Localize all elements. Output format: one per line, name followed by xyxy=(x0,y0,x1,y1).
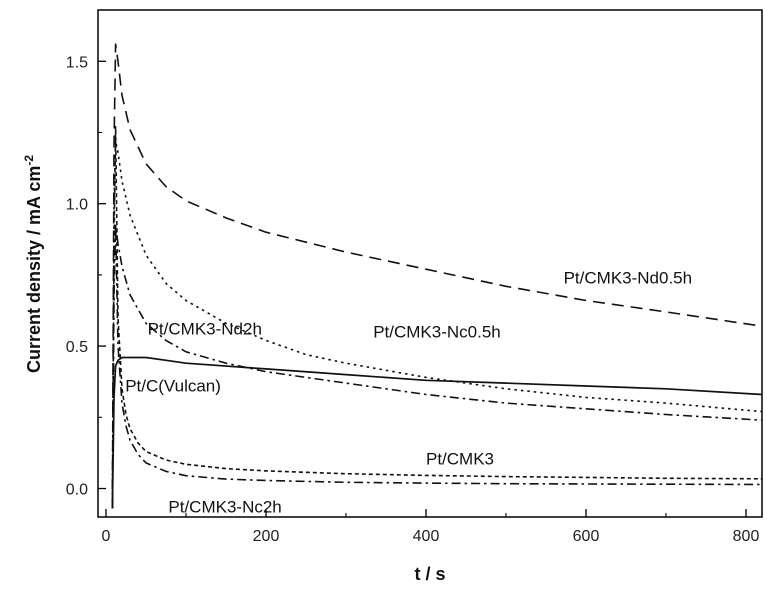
x-axis-title: t / s xyxy=(414,564,445,584)
x-tick-label: 800 xyxy=(733,528,760,545)
series-annotation: Pt/C(Vulcan) xyxy=(125,377,221,396)
series-line-pt-cmk3-nc2h xyxy=(111,222,763,509)
y-tick-label: 0.0 xyxy=(66,482,88,499)
y-tick-label: 0.5 xyxy=(66,339,88,356)
annotation-layer: Pt/CMK3-Nd0.5h Pt/CMK3-Nc0.5h Pt/CMK3-Nd2h… xyxy=(125,268,692,516)
y-axis-title-main: Current density / mA cm xyxy=(24,166,44,373)
series-line-pt-cmk3-nd0-5h xyxy=(111,43,763,509)
ticks-layer: 0 200 400 600 800 0.0 0.5 1.0 1.5 xyxy=(66,54,760,545)
series-annotation: Pt/CMK3 xyxy=(426,449,494,468)
y-tick-label: 1.5 xyxy=(66,54,88,71)
x-tick-label: 0 xyxy=(102,528,111,545)
series-line-pt-cmk3-nd2h xyxy=(111,225,763,509)
plot-frame xyxy=(97,9,763,518)
y-axis-title: Current density / mA cm-2 xyxy=(22,155,44,373)
x-tick-label: 200 xyxy=(253,528,280,545)
y-tick-label: 1.0 xyxy=(66,197,88,214)
x-tick-label: 600 xyxy=(573,528,600,545)
series-layer xyxy=(111,43,763,509)
series-line-pt-cmk3-nc0-5h xyxy=(111,140,763,509)
y-axis-title-exponent: -2 xyxy=(22,155,36,166)
series-annotation: Pt/CMK3-Nc0.5h xyxy=(373,323,501,342)
x-tick-label: 400 xyxy=(413,528,440,545)
series-line-pt-c-vulcan xyxy=(111,356,763,509)
series-annotation: Pt/CMK3-Nd2h xyxy=(148,320,262,339)
series-annotation: Pt/CMK3-Nc2h xyxy=(168,498,281,517)
series-annotation: Pt/CMK3-Nd0.5h xyxy=(564,268,693,287)
